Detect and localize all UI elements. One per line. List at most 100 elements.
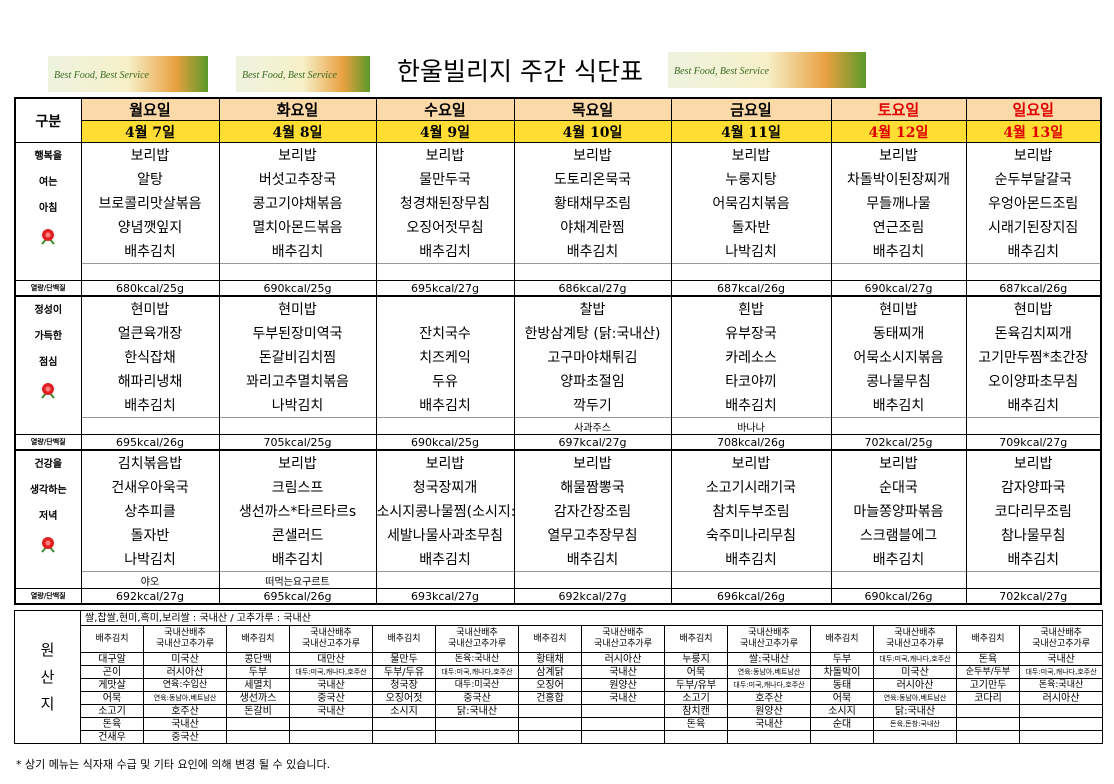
origin-country xyxy=(1018,717,1104,731)
day-date: 4월 7일 xyxy=(80,120,220,143)
origin-country: 호주산 xyxy=(727,691,811,705)
header-label: 구분 xyxy=(14,98,82,143)
origin-country: 국내산배추 국내산고추가루 xyxy=(581,625,665,653)
origin-item: 황태채 xyxy=(518,652,582,666)
menu-item: 흰밥 xyxy=(670,296,832,321)
menu-item: 현미밥 xyxy=(965,296,1102,321)
meal-label: 생각하는 xyxy=(29,485,67,496)
meal-label: 아침 xyxy=(39,203,58,214)
day-name: 수요일 xyxy=(375,98,515,121)
origin-row: 돈육 국내산 돈육 국내산 순대 돈육,돈창:국내산 xyxy=(15,717,1104,731)
menu-item: 건새우아욱국 xyxy=(80,475,220,499)
origin-line: 국내산고추가루 xyxy=(740,639,798,649)
center xyxy=(45,232,51,238)
origin-item: 배추김치 xyxy=(956,625,1020,653)
menu-item: 스크램블에그 xyxy=(830,523,967,547)
origin-country xyxy=(581,704,665,718)
origin-country: 러시아산 xyxy=(873,678,957,692)
menu-extra xyxy=(375,417,515,435)
menu-item: 야채계란찜 xyxy=(513,215,672,239)
origin-line: 국내산배추 xyxy=(164,628,206,638)
menu-item: 보리밥 xyxy=(670,142,832,167)
menu-item: 양념깻잎지 xyxy=(80,215,220,239)
menu-row: 나박김치 배추김치 배추김치 배추김치 배추김치 배추김치 배추김치 xyxy=(15,547,1102,572)
origin-item: 돈육 xyxy=(80,717,144,731)
origin-country: 국내산배추 국내산고추가루 xyxy=(1018,625,1104,653)
origin-country: 국내산 xyxy=(143,717,227,731)
menu-item: 보리밥 xyxy=(830,142,967,167)
kcal-value: 702kcal/25g xyxy=(830,434,967,451)
origin-item: 어묵 xyxy=(810,691,874,705)
menu-item: 한방삼계탕 (닭:국내산) xyxy=(513,321,672,345)
menu-extra xyxy=(830,571,967,589)
menu-extra xyxy=(830,263,967,281)
menu-item: 보리밥 xyxy=(218,450,377,475)
menu-item: 콩고기야채볶음 xyxy=(218,191,377,215)
origin-item xyxy=(956,704,1020,718)
menu-item: 잔치국수 xyxy=(375,321,515,345)
origin-country xyxy=(581,730,665,744)
menu-item: 돈갈비김치찜 xyxy=(218,345,377,369)
menu-item: 순대국 xyxy=(830,475,967,499)
origin-country: 국내산배추 국내산고추가루 xyxy=(873,625,957,653)
menu-item: 배추김치 xyxy=(965,547,1102,572)
meal-labels: 건강을 생각하는 저녁 xyxy=(16,451,80,553)
menu-item: 배추김치 xyxy=(830,393,967,418)
day-name: 토요일 xyxy=(830,98,967,121)
menu-item: 유부장국 xyxy=(670,321,832,345)
day-date: 4월 8일 xyxy=(218,120,377,143)
menu-extra xyxy=(218,417,377,435)
menu-item: 현미밥 xyxy=(218,296,377,321)
menu-item: 순두부달걀국 xyxy=(965,167,1102,191)
menu-item: 배추김치 xyxy=(513,547,672,572)
center xyxy=(45,540,51,546)
menu-item: 두부된장미역국 xyxy=(218,321,377,345)
menu-item: 물만두국 xyxy=(375,167,515,191)
origin-row: 곤이 러시아산 두부 대두:미국,캐나다,호주산 두부/두유 대두:미국,캐나다,호주산 삼… xyxy=(15,665,1104,679)
menu-item: 열무고추장무침 xyxy=(513,523,672,547)
menu-item: 차돌박이된장찌개 xyxy=(830,167,967,191)
menu-extra: 떠먹는요구르트 xyxy=(218,571,377,589)
menu-extra: 바나나 xyxy=(670,417,832,435)
origin-country: 대두:미국,캐나다,호주산 xyxy=(873,652,957,666)
menu-item: 돈육김치찌개 xyxy=(965,321,1102,345)
origin-item: 동태 xyxy=(810,678,874,692)
menu-item: 어묵김치볶음 xyxy=(670,191,832,215)
origin-item xyxy=(956,730,1020,744)
origin-country: 미국산 xyxy=(143,652,227,666)
page-title: 한울빌리지 주간 식단표 xyxy=(397,57,643,86)
origin-item: 대구알 xyxy=(80,652,144,666)
menu-item: 코다리무조림 xyxy=(965,499,1102,523)
meal-label-cell: 정성이 가득한 점심 xyxy=(14,296,82,435)
origin-item: 어묵 xyxy=(80,691,144,705)
origin-item: 건홍합 xyxy=(518,691,582,705)
origin-item: 건새우 xyxy=(80,730,144,744)
origin-country xyxy=(435,717,519,731)
origin-country: 연육:동남아,베트남산 xyxy=(873,691,957,705)
menu-row: 건새우아욱국 크림스프 청국장찌개 해물짬뽕국 소고기시래기국 순대국 감자양파국 xyxy=(15,475,1102,499)
kcal-row: 열량/단백질 695kcal/26g 705kcal/25g 690kcal/25g 6… xyxy=(14,434,1102,451)
kcal-value: 705kcal/25g xyxy=(218,434,377,451)
menu-row: 정성이 가득한 점심 현미밥 현미밥 찰밥 흰밥 현미밥 현미밥 xyxy=(14,296,1102,435)
origin-country: 국내산배추 국내산고추가루 xyxy=(727,625,811,653)
menu-extra xyxy=(375,263,515,281)
menu-row: 행복을 여는 아침 보리밥 보리밥 보리밥 보리밥 보리밥 보리밥 보리밥 xyxy=(14,142,1102,281)
origin-label-char: 지 xyxy=(40,694,55,713)
menu-row: 해파리냉채 꽈리고추멸치볶음 두유 양파초절임 타코야끼 콩나물무침 오이양파초무침 xyxy=(15,369,1102,393)
meal-label: 점심 xyxy=(39,357,58,368)
menu-item: 배추김치 xyxy=(375,547,515,572)
kcal-value: 692kcal/27g xyxy=(513,588,672,605)
origin-item xyxy=(372,717,436,731)
origin-row: 게맛살 연육:수입산 세멸치 국내산 청국장 대두:미국산 오징어 원양산 두부/유부 대두:미국… xyxy=(15,678,1104,692)
origin-country: 대두:미국,캐나다,호주산 xyxy=(727,678,811,692)
menu-item: 세발나물사과초무침 xyxy=(375,523,515,547)
menu-row: 알탕 버섯고추장국 물만두국 도토리온묵국 누룽지탕 차돌박이된장찌개 순두부달걀국 xyxy=(15,167,1102,191)
day-date: 4월 13일 xyxy=(965,120,1102,143)
origin-country: 국내산 xyxy=(1018,652,1104,666)
kcal-value: 690kcal/25g xyxy=(375,434,515,451)
origin-country: 원양산 xyxy=(727,704,811,718)
origin-item xyxy=(518,704,582,718)
kcal-value: 686kcal/27g xyxy=(513,280,672,297)
